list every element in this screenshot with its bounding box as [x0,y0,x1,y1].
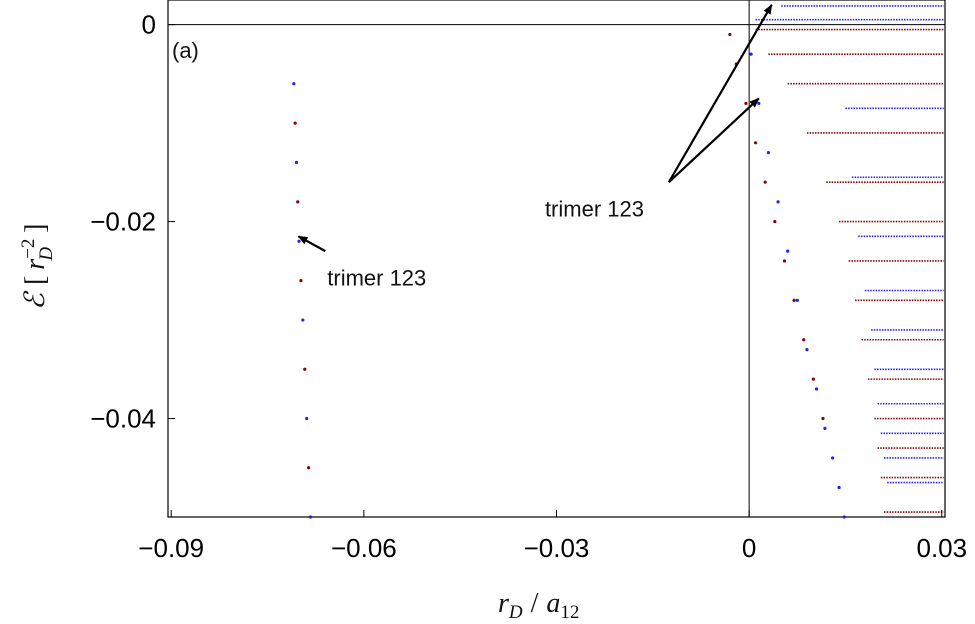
blue-bound-state-point [814,387,819,391]
y-tick-label: −0.04 [90,404,156,434]
blue-bound-state-point [795,298,799,302]
reference-lines [168,0,945,517]
blue-bound-state-point [831,456,835,460]
trimer-left-branch-point [294,160,299,165]
trimer-left-branch-point [303,367,307,371]
x-tick-label: 0.03 [916,533,967,563]
red-bound-state-point [744,101,748,105]
trimer-left-branch-point [293,121,297,125]
trimer-left-branch-point [307,466,311,470]
x-tick-label: −0.03 [524,533,590,563]
blue-bound-state-point [842,515,846,519]
trimer-left-branch-point [308,515,313,519]
y-tick-label: −0.02 [90,207,156,237]
trimer-left-branch-point [299,279,303,283]
trimer-left-branch-point [296,200,300,204]
annotation-arrow [667,4,773,183]
panel-label: (a) [172,38,199,63]
trimer-left-branch-point [292,82,296,86]
red-bound-state-point [782,259,787,263]
trimer-left-branch-point [297,239,301,243]
blue-bound-state-point [757,101,761,105]
series-layer [292,5,944,519]
trimer-left-branch-point [301,318,305,322]
y-tick-label: 0 [142,10,156,40]
blue-bound-state-point [749,52,753,56]
x-tick-label: −0.09 [138,533,204,563]
red-bound-state-point [773,219,777,224]
red-bound-state-point [753,141,758,145]
blue-bound-state-point [823,426,827,430]
annotation-layer: trimer 123 trimer 123 [297,4,773,291]
trimer-left-branch-point [305,416,309,421]
blue-bound-state-point [776,200,780,204]
red-bound-state-point [802,338,806,342]
x-tick-label: 0 [742,533,756,563]
annotation-text: trimer 123 [545,197,644,222]
annotation-arrow [297,235,326,253]
red-bound-state-point [792,298,796,302]
red-bound-state-point [811,377,815,381]
blue-bound-state-point [786,249,790,253]
blue-bound-state-point [766,151,771,155]
tick-layer: −0.09 −0.06 −0.03 0 0.03 0 −0.02 −0.04 [90,10,967,563]
x-axis-label: rD / a12 [498,588,579,623]
annotation-text: trimer 123 [327,266,426,291]
red-bound-state-point [728,32,732,37]
blue-bound-state-point [805,347,809,352]
blue-bound-state-point [837,485,841,490]
annotation-arrow [668,97,760,183]
y-axis-label: ℰ[r−2D] [18,224,57,310]
x-tick-label: −0.06 [331,533,397,563]
red-bound-state-point [821,416,825,421]
red-bound-state-point [763,180,767,184]
